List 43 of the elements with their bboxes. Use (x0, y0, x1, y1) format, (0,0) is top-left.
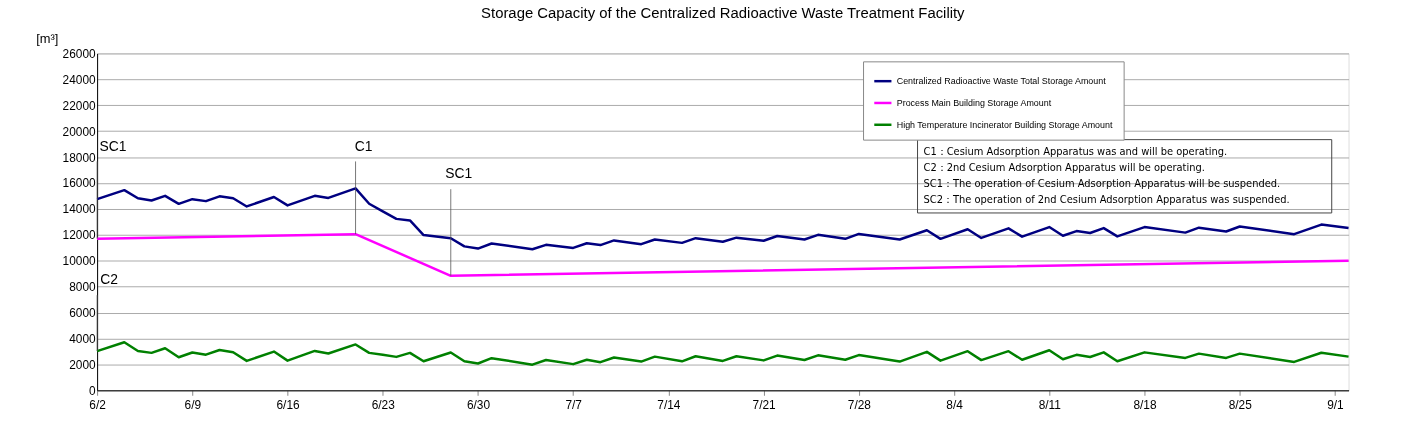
y-tick-label: 26000 (62, 46, 96, 61)
y-tick-label: 0 (89, 383, 97, 398)
y-axis-title: [m³] (36, 31, 59, 47)
x-tick-label: 6/16 (276, 397, 300, 412)
chart-title: Storage Capacity of the Centralized Radioactive Waste Treatment Facility (481, 4, 966, 21)
y-tick-label: 14000 (62, 202, 96, 217)
legend-label: Process Main Building Storage Amount (896, 97, 1052, 108)
line-series (95, 341, 1350, 366)
legend-label: Centralized Radioactive Waste Total Storage Amount (896, 76, 1107, 87)
y-tick-label: 20000 (62, 124, 96, 139)
x-tick-label: 9/1 (1327, 397, 1345, 412)
x-tick-label: 7/7 (565, 397, 582, 412)
annotation: C2：2nd Cesium Adsorption Apparatus will be operating. (923, 162, 1205, 174)
y-tick-label: 2000 (69, 357, 97, 372)
y-tick-label: 16000 (62, 176, 96, 191)
x-tick-label: 8/11 (1038, 397, 1062, 412)
y-tick-label: 12000 (62, 228, 96, 243)
x-tick-label: 6/23 (371, 397, 396, 412)
x-tick-label: 7/14 (657, 397, 681, 412)
y-tick-label: 18000 (62, 150, 96, 165)
annotation: SC1：The operation of Cesium Adsorption Apparatus will be suspended. (923, 178, 1281, 190)
x-tick-label: 8/18 (1133, 397, 1157, 412)
x-tick-label: 7/28 (847, 397, 872, 412)
x-tick-label: 7/21 (752, 397, 777, 412)
annotation: C2 (100, 271, 119, 288)
line-series (95, 187, 1350, 251)
y-tick-label: 24000 (62, 72, 96, 87)
x-tick-label: 8/25 (1228, 397, 1253, 412)
annotation: C1：Cesium Adsorption Apparatus was and will be operating. (923, 146, 1228, 158)
y-tick-label: 4000 (69, 331, 97, 346)
annotation: SC2：The operation of 2nd Cesium Adsorption Apparatus was suspended. (923, 194, 1290, 206)
annotation: SC1 (99, 137, 127, 154)
y-tick-label: 8000 (69, 280, 97, 295)
y-tick-label: 22000 (62, 98, 96, 113)
x-tick-label: 6/9 (184, 397, 202, 412)
annotation: C1 (354, 137, 373, 154)
annotation: SC1 (445, 165, 473, 182)
y-tick-label: 6000 (69, 306, 97, 321)
x-tick-label: 6/2 (89, 397, 106, 412)
x-tick-label: 6/30 (466, 397, 491, 412)
y-tick-label: 10000 (62, 254, 96, 269)
legend-label: High Temperature Incinerator Building Storage Amount (896, 119, 1113, 130)
x-tick-label: 8/4 (946, 397, 964, 412)
